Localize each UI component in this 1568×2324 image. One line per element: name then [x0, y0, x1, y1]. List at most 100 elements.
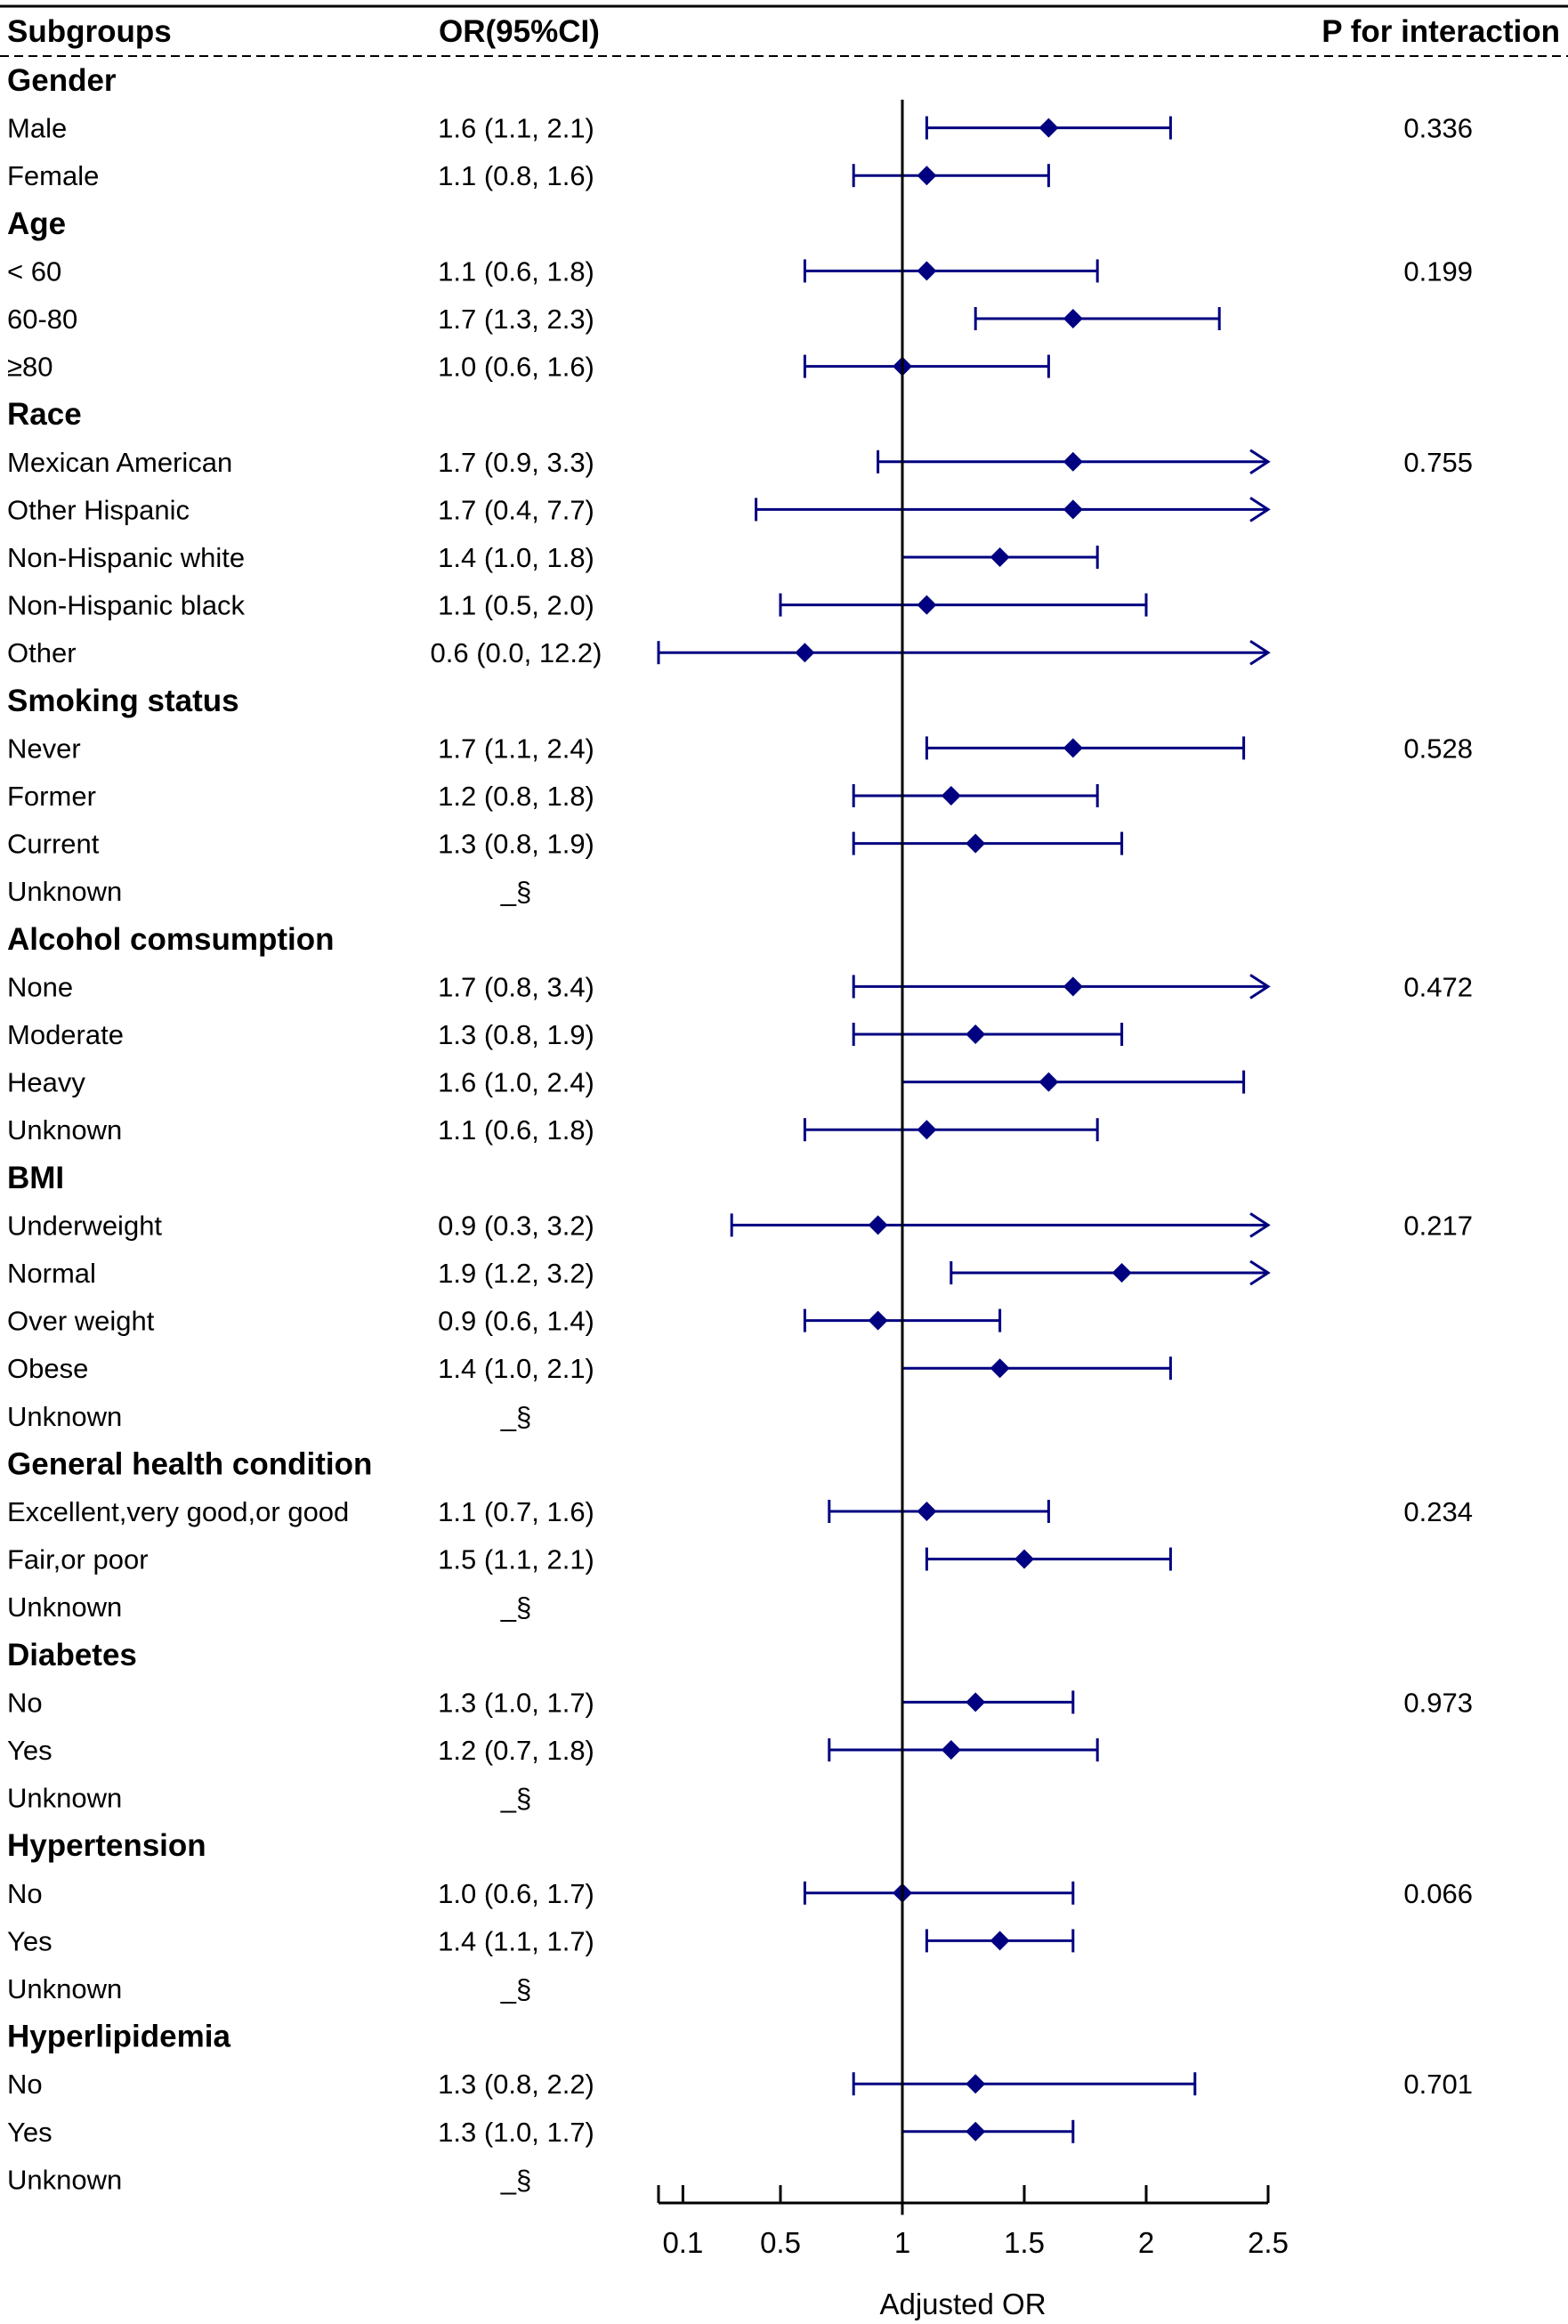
or-ci-value: 1.4 (1.1, 1.7): [438, 1925, 594, 1956]
point-estimate-marker: [917, 261, 937, 281]
subgroup-label: ≥80: [7, 352, 53, 383]
subgroup-label: Yes: [7, 1735, 53, 1766]
subgroup-label: Unknown: [7, 2164, 122, 2195]
group-label: Alcohol comsumption: [7, 922, 335, 957]
point-estimate-marker: [1014, 1549, 1034, 1569]
subgroup-label: 60-80: [7, 304, 77, 335]
subgroup-label: Heavy: [7, 1067, 85, 1098]
or-ci-value: _§: [500, 1973, 531, 2004]
ci-arrow-clipped: [1249, 1212, 1271, 1238]
or-ci-value: 1.0 (0.6, 1.6): [438, 352, 594, 383]
group-label: Race: [7, 397, 82, 432]
or-ci-value: 1.5 (1.1, 2.1): [438, 1544, 594, 1575]
p-interaction-value: 0.701: [1403, 2069, 1473, 2100]
header-subgroups: Subgroups: [7, 14, 172, 49]
subgroup-label: Unknown: [7, 1401, 122, 1432]
subgroup-label: Former: [7, 781, 96, 812]
x-tick-label: 0.1: [662, 2226, 703, 2259]
group-label: Hypertension: [7, 1828, 206, 1863]
ci-arrow-clipped: [1249, 974, 1271, 1000]
point-estimate-marker: [966, 2074, 986, 2094]
x-axis-title: Adjusted OR: [879, 2288, 1046, 2320]
or-ci-value: 1.2 (0.7, 1.8): [438, 1735, 594, 1766]
point-estimate-marker: [990, 1931, 1010, 1951]
p-interaction-value: 0.472: [1403, 971, 1473, 1002]
or-ci-value: 1.0 (0.6, 1.7): [438, 1878, 594, 1909]
subgroup-label: No: [7, 2069, 43, 2100]
p-interaction-value: 0.217: [1403, 1210, 1473, 1241]
point-estimate-marker: [917, 166, 937, 186]
group-label: Smoking status: [7, 684, 239, 718]
or-ci-value: 1.1 (0.8, 1.6): [438, 160, 594, 191]
or-ci-value: 0.6 (0.0, 12.2): [430, 637, 602, 668]
p-interaction-value: 0.336: [1403, 113, 1473, 144]
ci-arrow-clipped: [1249, 1259, 1271, 1286]
point-estimate-marker: [1063, 309, 1083, 328]
point-estimate-marker: [990, 1358, 1010, 1379]
group-label: Gender: [7, 63, 117, 98]
or-ci-value: 1.9 (1.2, 3.2): [438, 1258, 594, 1289]
point-estimate-marker: [1063, 976, 1083, 997]
or-ci-value: 1.3 (0.8, 1.9): [438, 829, 594, 860]
or-ci-value: 1.3 (0.8, 2.2): [438, 2069, 594, 2100]
subgroup-label: No: [7, 1878, 43, 1909]
x-tick-label: 1: [894, 2226, 910, 2259]
subgroup-label: Unknown: [7, 876, 122, 907]
x-tick-label: 2.5: [1248, 2226, 1289, 2259]
group-label: General health condition: [7, 1446, 372, 1481]
group-label: BMI: [7, 1161, 64, 1195]
or-ci-value: 1.7 (1.3, 2.3): [438, 304, 594, 335]
header-or: OR(95%CI): [439, 14, 600, 49]
or-ci-value: 1.1 (0.7, 1.6): [438, 1496, 594, 1527]
point-estimate-marker: [990, 547, 1010, 567]
or-ci-value: 1.1 (0.5, 2.0): [438, 590, 594, 621]
subgroup-label: Other: [7, 637, 77, 668]
or-ci-value: _§: [500, 2164, 531, 2195]
or-ci-value: 1.7 (1.1, 2.4): [438, 733, 594, 764]
subgroup-label: Moderate: [7, 1019, 124, 1050]
point-estimate-marker: [966, 1692, 986, 1713]
or-ci-value: 1.3 (1.0, 1.7): [438, 1687, 594, 1718]
subgroup-rows: Gender Male 1.6 (1.1, 2.1) 0.336 Female 1.1 (…: [7, 63, 1473, 2195]
point-estimate-marker: [1063, 451, 1083, 472]
or-ci-value: 1.1 (0.6, 1.8): [438, 1114, 594, 1146]
point-estimate-marker: [966, 1024, 986, 1044]
or-ci-value: 1.6 (1.1, 2.1): [438, 113, 594, 144]
or-ci-value: 1.7 (0.4, 7.7): [438, 494, 594, 525]
x-axis: 0.1 0.5 1 1.5 2 2.5: [657, 2185, 1289, 2259]
ci-arrow-clipped: [1249, 449, 1271, 475]
subgroup-label: < 60: [7, 255, 61, 287]
or-ci-value: _§: [500, 1783, 531, 1814]
subgroup-label: Underweight: [7, 1210, 162, 1241]
or-ci-value: 1.3 (1.0, 1.7): [438, 2117, 594, 2148]
or-ci-value: _§: [500, 1591, 531, 1623]
point-estimate-marker: [1063, 738, 1083, 758]
subgroup-label: Non-Hispanic black: [7, 590, 246, 621]
subgroup-label: Male: [7, 113, 67, 144]
subgroup-label: Over weight: [7, 1306, 155, 1337]
subgroup-label: Unknown: [7, 1114, 122, 1146]
or-ci-value: 1.1 (0.6, 1.8): [438, 255, 594, 287]
subgroup-label: Other Hispanic: [7, 494, 190, 525]
point-estimate-marker: [795, 643, 815, 663]
subgroup-label: Yes: [7, 1925, 53, 1956]
subgroup-label: Female: [7, 160, 99, 191]
or-ci-value: 1.7 (0.9, 3.3): [438, 447, 594, 478]
or-ci-value: 1.3 (0.8, 1.9): [438, 1019, 594, 1050]
group-label: Hyperlipidemia: [7, 2020, 230, 2054]
p-interaction-value: 0.066: [1403, 1878, 1473, 1909]
or-ci-value: _§: [500, 1401, 531, 1432]
point-estimate-marker: [917, 1120, 937, 1140]
point-estimate-marker: [1111, 1263, 1132, 1283]
subgroup-label: Unknown: [7, 1783, 122, 1814]
subgroup-label: Fair,or poor: [7, 1544, 149, 1575]
ci-arrow-clipped: [1249, 639, 1271, 666]
subgroup-label: Unknown: [7, 1973, 122, 2004]
subgroup-label: Unknown: [7, 1591, 122, 1623]
point-estimate-marker: [917, 595, 937, 615]
p-interaction-value: 0.234: [1403, 1496, 1473, 1527]
point-estimate-marker: [917, 1502, 937, 1521]
point-estimate-marker: [1063, 499, 1083, 520]
p-interaction-value: 0.528: [1403, 733, 1473, 764]
